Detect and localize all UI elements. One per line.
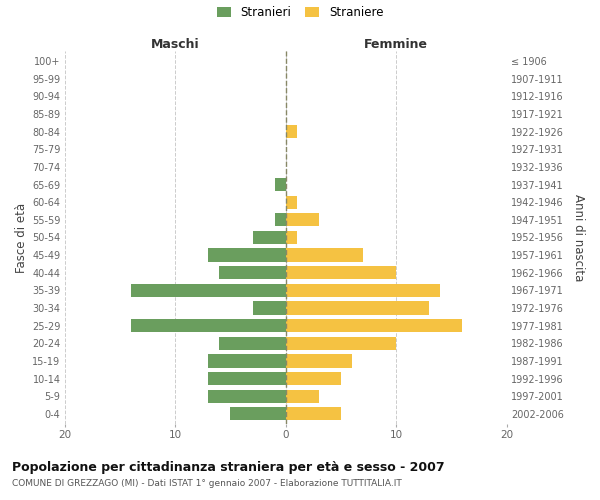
Bar [286,336,396,350]
Bar [275,178,286,191]
Bar [286,284,440,297]
Bar [220,266,286,280]
Bar [286,248,363,262]
Y-axis label: Fasce di età: Fasce di età [15,202,28,272]
Bar [286,407,341,420]
Bar [286,266,396,280]
Bar [286,354,352,368]
Bar [131,319,286,332]
Bar [275,213,286,226]
Bar [286,213,319,226]
Bar [208,248,286,262]
Bar [286,390,319,403]
Bar [208,390,286,403]
Text: COMUNE DI GREZZAGO (MI) - Dati ISTAT 1° gennaio 2007 - Elaborazione TUTTITALIA.I: COMUNE DI GREZZAGO (MI) - Dati ISTAT 1° … [12,479,402,488]
Text: Maschi: Maschi [151,38,199,51]
Text: Femmine: Femmine [364,38,428,51]
Bar [286,302,429,314]
Bar [286,125,297,138]
Bar [208,354,286,368]
Bar [131,284,286,297]
Bar [253,231,286,244]
Bar [220,336,286,350]
Bar [286,231,297,244]
Bar [253,302,286,314]
Legend: Stranieri, Straniere: Stranieri, Straniere [217,6,383,19]
Bar [286,319,463,332]
Bar [286,372,341,385]
Bar [230,407,286,420]
Y-axis label: Anni di nascita: Anni di nascita [572,194,585,281]
Bar [286,196,297,209]
Bar [208,372,286,385]
Text: Popolazione per cittadinanza straniera per età e sesso - 2007: Popolazione per cittadinanza straniera p… [12,461,445,474]
